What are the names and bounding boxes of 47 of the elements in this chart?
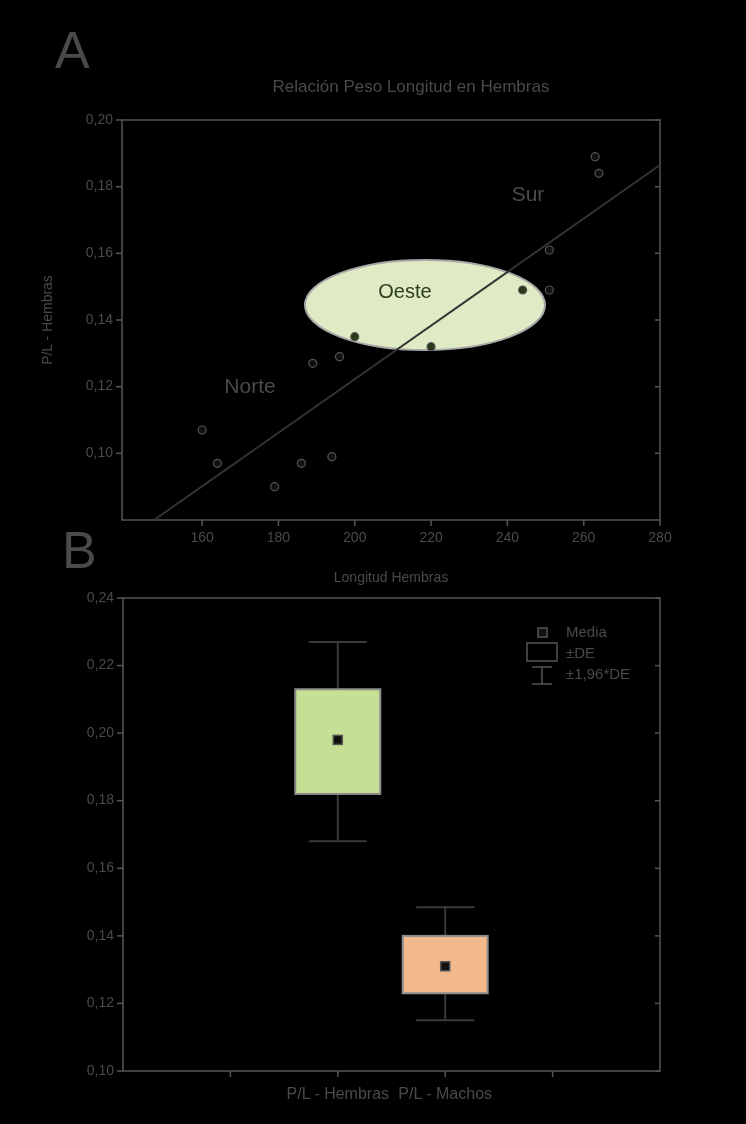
point <box>594 168 604 178</box>
y-tick-label: 0,10 <box>86 1061 115 1078</box>
x-tick-label: 260 <box>572 529 596 545</box>
x-tick-label: 220 <box>419 529 443 545</box>
point <box>334 352 345 362</box>
y-tick-label: 0,20 <box>85 110 114 127</box>
x-tick-label: P/L - Machos <box>398 1085 493 1102</box>
annotation: ±DE <box>566 643 596 661</box>
x-tick-label: 240 <box>495 529 520 545</box>
y-tick-label: 0,24 <box>86 588 115 605</box>
annotation: Media <box>566 622 608 640</box>
y-axis-title: P/L - Hembras <box>39 275 55 365</box>
x-tick-label: 280 <box>648 529 672 545</box>
point <box>350 332 360 342</box>
point <box>296 458 306 468</box>
x-tick-label: 200 <box>343 529 367 545</box>
point <box>327 452 337 462</box>
y-tick-label: 0,20 <box>86 723 115 740</box>
x-tick-label: 180 <box>266 529 291 545</box>
x-axis-title: Longitud Hembras <box>333 569 449 585</box>
point <box>308 358 318 368</box>
text: A <box>55 21 90 79</box>
y-tick-label: 0,16 <box>86 858 115 875</box>
y-tick-label: 0,18 <box>85 177 114 194</box>
y-tick-label: 0,14 <box>86 926 115 943</box>
y-tick-label: 0,18 <box>86 791 115 808</box>
y-tick-label: 0,22 <box>86 656 115 673</box>
x-tick-label: 160 <box>190 529 215 545</box>
annotation: Oeste <box>378 280 432 303</box>
chart-title: Relación Peso Longitud en Hembras <box>272 77 550 96</box>
annotation: ±1,96*DE <box>566 664 631 682</box>
point <box>544 245 554 255</box>
point <box>197 425 207 435</box>
y-tick-label: 0,12 <box>86 994 115 1011</box>
point <box>270 482 280 492</box>
point <box>590 152 600 162</box>
text: B <box>62 521 97 579</box>
y-tick-label: 0,16 <box>85 244 114 261</box>
point <box>212 458 222 468</box>
annotation: Norte <box>224 373 276 397</box>
point <box>544 285 554 295</box>
point <box>518 285 528 295</box>
y-tick-label: 0,14 <box>85 310 114 327</box>
annotation: Sur <box>511 181 545 205</box>
point <box>426 342 436 352</box>
y-tick-label: 0,10 <box>85 444 114 461</box>
y-tick-label: 0,12 <box>85 377 114 394</box>
